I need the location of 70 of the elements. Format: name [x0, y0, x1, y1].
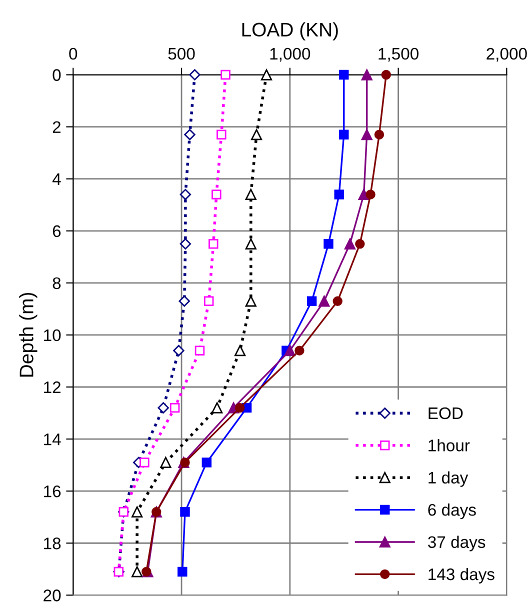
- y-tick-label: 2: [52, 121, 60, 133]
- legend-label: 1 day: [428, 471, 468, 487]
- y-tick-label: 0: [52, 69, 61, 81]
- x-axis-title: LOAD (KN): [242, 22, 338, 40]
- point: [366, 190, 376, 200]
- point: [212, 402, 223, 414]
- point: [180, 238, 192, 250]
- point: [194, 346, 205, 356]
- point: [173, 344, 184, 356]
- point: [158, 402, 169, 414]
- legend-label: 37 days: [428, 536, 486, 552]
- legend-label: 143 days: [428, 568, 494, 584]
- point: [204, 296, 214, 306]
- point: [339, 130, 349, 140]
- y-tick-label: 18: [44, 538, 61, 550]
- point: [324, 239, 334, 249]
- point: [234, 345, 246, 356]
- y-tick-label: 12: [44, 381, 60, 394]
- point: [180, 188, 192, 200]
- y-tick-label: 4: [52, 173, 61, 185]
- point: [294, 346, 304, 356]
- point: [334, 190, 344, 200]
- x-tick-label: 0: [69, 48, 78, 60]
- point: [208, 239, 218, 249]
- x-tick-label: 2,000: [486, 48, 527, 62]
- y-axis-title: Depth (m): [19, 292, 38, 377]
- point: [140, 458, 150, 468]
- y-tick-label: 6: [52, 225, 61, 238]
- y-tick-label: 10: [44, 329, 61, 342]
- legend-label: 6 days: [428, 504, 476, 520]
- point: [184, 129, 196, 140]
- point: [234, 402, 245, 413]
- legend-label: 1hour: [428, 439, 470, 452]
- point: [361, 129, 372, 140]
- y-tick-label: 20: [44, 590, 61, 602]
- point: [216, 130, 226, 140]
- point: [180, 507, 190, 517]
- x-tick-label: 1,500: [378, 48, 418, 62]
- point: [381, 70, 392, 80]
- point: [339, 70, 349, 80]
- point: [318, 296, 330, 307]
- legend-label: EOD: [428, 407, 463, 420]
- y-tick-label: 8: [52, 277, 61, 290]
- point: [220, 70, 230, 80]
- y-tick-label: 14: [44, 434, 61, 446]
- point: [170, 402, 180, 413]
- x-tick-label: 1,000: [270, 48, 310, 62]
- point: [245, 238, 256, 250]
- point: [212, 190, 222, 200]
- point: [132, 506, 143, 518]
- point: [260, 69, 272, 80]
- point: [178, 566, 188, 577]
- point: [374, 130, 384, 140]
- y-tick-label: 16: [44, 485, 61, 498]
- point: [245, 296, 256, 307]
- x-tick-label: 500: [168, 48, 195, 60]
- point: [178, 296, 190, 307]
- point: [306, 296, 317, 306]
- point: [358, 188, 370, 200]
- point: [132, 566, 143, 578]
- point: [361, 69, 372, 80]
- point: [202, 458, 212, 468]
- point: [245, 188, 256, 200]
- point: [189, 69, 200, 80]
- point: [160, 456, 172, 468]
- point: [284, 345, 296, 356]
- point: [355, 239, 365, 249]
- point: [250, 129, 262, 140]
- point: [332, 296, 342, 306]
- point: [344, 238, 356, 250]
